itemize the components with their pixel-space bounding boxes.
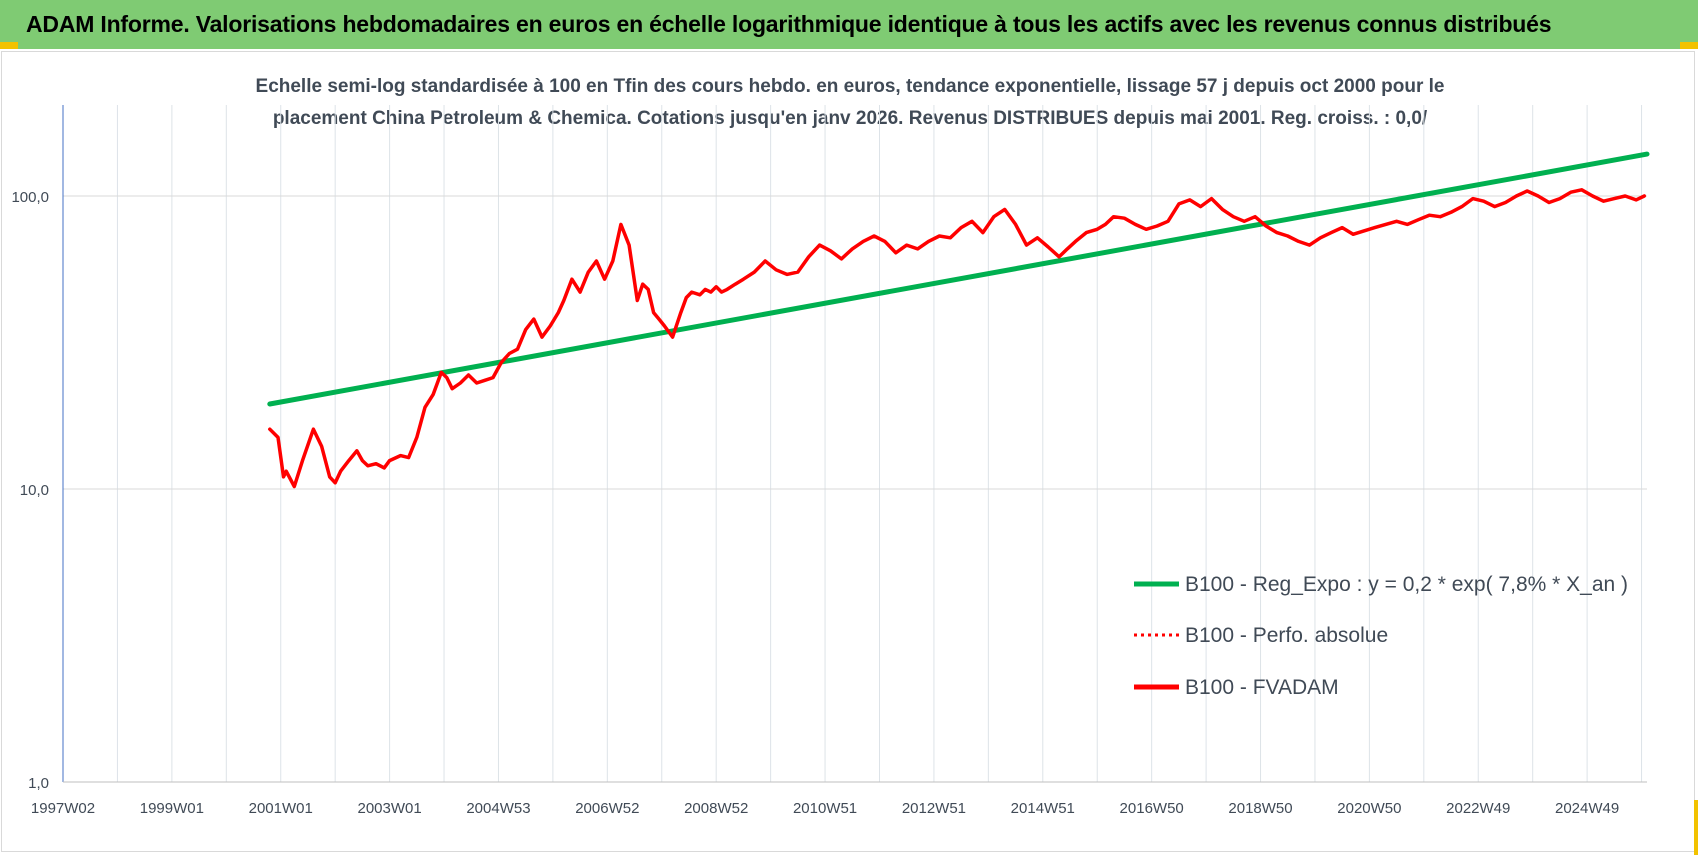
x-tick-label: 2006W52 (575, 800, 639, 817)
x-tick-label: 1999W01 (140, 800, 204, 817)
report-header: ADAM Informe. Valorisations hebdomadaire… (0, 0, 1698, 49)
x-tick-label: 2018W50 (1228, 800, 1292, 817)
x-tick-label: 1997W02 (31, 800, 95, 817)
chart-title-line-2: placement China Petroleum & Chemica. Cot… (272, 108, 1428, 129)
x-tick-label: 2004W53 (466, 800, 530, 817)
trend-line (267, 151, 1650, 407)
legend-label: B100 - Reg_Expo : y = 0,2 * exp( 7,8% * … (1185, 573, 1628, 596)
corner-accent-top-right (1680, 42, 1698, 49)
x-tick-label: 2020W50 (1337, 800, 1401, 817)
corner-accent-top-left (0, 42, 18, 49)
x-tick-label: 2022W49 (1446, 800, 1510, 817)
y-tick-label: 1,0 (28, 775, 49, 792)
x-tick-label: 2008W52 (684, 800, 748, 817)
y-tick-label: 10,0 (20, 482, 49, 499)
report-title: ADAM Informe. Valorisations hebdomadaire… (26, 11, 1552, 37)
chart-title-line-1: Echelle semi-log standardisée à 100 en T… (255, 76, 1445, 97)
x-tick-label: 2003W01 (357, 800, 421, 817)
legend-label: B100 - FVADAM (1185, 676, 1339, 699)
x-tick-label: 2014W51 (1011, 800, 1075, 817)
corner-accent-bottom-right (1694, 800, 1698, 855)
x-tick-label: 2012W51 (902, 800, 966, 817)
chart-frame (1, 51, 1695, 852)
legend-label: B100 - Perfo. absolue (1185, 624, 1388, 647)
x-tick-label: 2024W49 (1555, 800, 1619, 817)
x-tick-label: 2016W50 (1120, 800, 1184, 817)
y-tick-label: 100,0 (11, 189, 49, 206)
price-line (268, 188, 1647, 489)
x-tick-label: 2001W01 (249, 800, 313, 817)
x-tick-label: 2010W51 (793, 800, 857, 817)
